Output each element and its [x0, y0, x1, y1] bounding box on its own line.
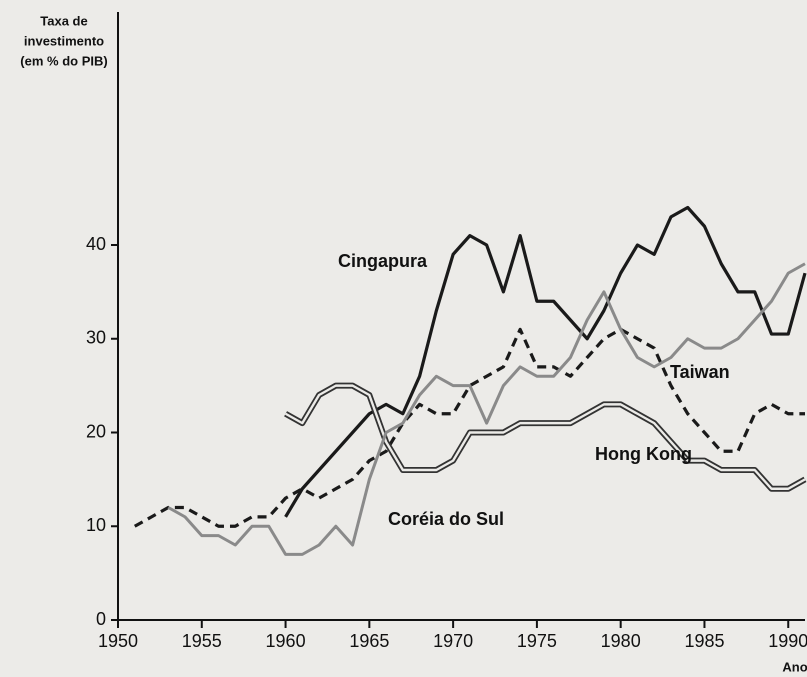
y-tick-label: 0: [96, 609, 106, 629]
x-tick-label: 1960: [266, 631, 306, 651]
x-axis-label: Ano: [782, 659, 807, 674]
y-tick-label: 10: [86, 515, 106, 535]
series-line: [284, 205, 807, 518]
y-axis-label: Taxa de: [40, 13, 87, 28]
series-label: Taiwan: [670, 362, 730, 382]
series-label: Cingapura: [338, 251, 428, 271]
y-axis-label: investimento: [24, 33, 104, 48]
x-tick-label: 1970: [433, 631, 473, 651]
x-tick-label: 1990: [768, 631, 807, 651]
y-tick-label: 20: [86, 421, 106, 441]
y-tick-label: 40: [86, 234, 106, 254]
x-tick-label: 1950: [98, 631, 138, 651]
series-label: Coréia do Sul: [388, 509, 504, 529]
y-axis-label: (em % do PIB): [20, 53, 107, 68]
series-label: Hong Kong: [595, 444, 692, 464]
x-tick-label: 1965: [349, 631, 389, 651]
x-tick-label: 1975: [517, 631, 557, 651]
x-tick-label: 1955: [182, 631, 222, 651]
series-line: [167, 262, 806, 556]
series-line: [133, 327, 805, 528]
x-tick-label: 1980: [601, 631, 641, 651]
y-tick-label: 30: [86, 328, 106, 348]
x-tick-label: 1985: [684, 631, 724, 651]
series-line-inner: [284, 384, 806, 490]
